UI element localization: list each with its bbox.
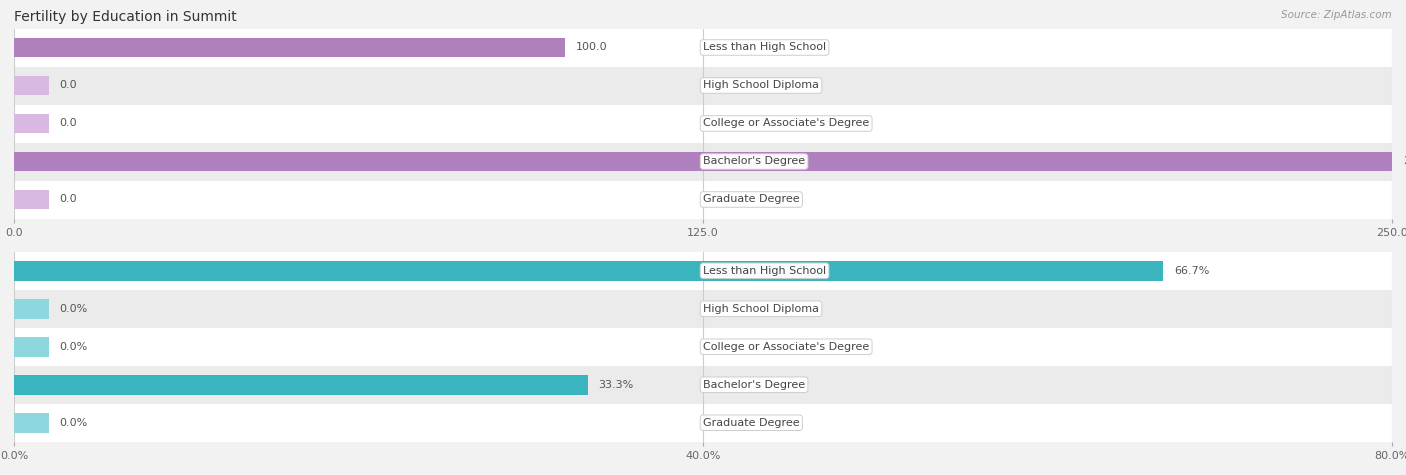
Text: College or Associate's Degree: College or Associate's Degree bbox=[703, 118, 869, 129]
Text: Source: ZipAtlas.com: Source: ZipAtlas.com bbox=[1281, 10, 1392, 19]
Bar bbox=[14, 375, 588, 395]
Bar bbox=[14, 261, 1163, 281]
Text: Fertility by Education in Summit: Fertility by Education in Summit bbox=[14, 10, 236, 23]
Bar bbox=[14, 104, 1392, 142]
Bar bbox=[14, 404, 1392, 442]
Text: 0.0: 0.0 bbox=[59, 194, 77, 205]
Text: Graduate Degree: Graduate Degree bbox=[703, 194, 800, 205]
Text: High School Diploma: High School Diploma bbox=[703, 80, 820, 91]
Bar bbox=[14, 337, 48, 357]
Bar bbox=[14, 190, 48, 209]
Text: 66.7%: 66.7% bbox=[1174, 266, 1209, 276]
Text: 0.0%: 0.0% bbox=[59, 304, 87, 314]
Text: Graduate Degree: Graduate Degree bbox=[703, 418, 800, 428]
Bar bbox=[14, 299, 48, 319]
Text: Bachelor's Degree: Bachelor's Degree bbox=[703, 380, 806, 390]
Text: College or Associate's Degree: College or Associate's Degree bbox=[703, 342, 869, 352]
Text: 0.0: 0.0 bbox=[59, 118, 77, 129]
Bar bbox=[14, 366, 1392, 404]
Bar bbox=[14, 152, 1392, 171]
Text: Less than High School: Less than High School bbox=[703, 266, 827, 276]
Bar bbox=[14, 28, 1392, 66]
Text: 0.0: 0.0 bbox=[59, 80, 77, 91]
Text: 250.0: 250.0 bbox=[1403, 156, 1406, 167]
Bar bbox=[14, 76, 48, 95]
Text: High School Diploma: High School Diploma bbox=[703, 304, 820, 314]
Text: 100.0: 100.0 bbox=[576, 42, 607, 53]
Text: 0.0%: 0.0% bbox=[59, 418, 87, 428]
Bar bbox=[14, 114, 48, 133]
Bar bbox=[14, 180, 1392, 218]
Bar bbox=[14, 290, 1392, 328]
Text: Less than High School: Less than High School bbox=[703, 42, 827, 53]
Bar bbox=[14, 252, 1392, 290]
Text: 33.3%: 33.3% bbox=[599, 380, 634, 390]
Bar bbox=[14, 66, 1392, 104]
Text: Bachelor's Degree: Bachelor's Degree bbox=[703, 156, 806, 167]
Bar bbox=[14, 38, 565, 57]
Bar bbox=[14, 328, 1392, 366]
Bar bbox=[14, 142, 1392, 180]
Text: 0.0%: 0.0% bbox=[59, 342, 87, 352]
Bar bbox=[14, 413, 48, 433]
